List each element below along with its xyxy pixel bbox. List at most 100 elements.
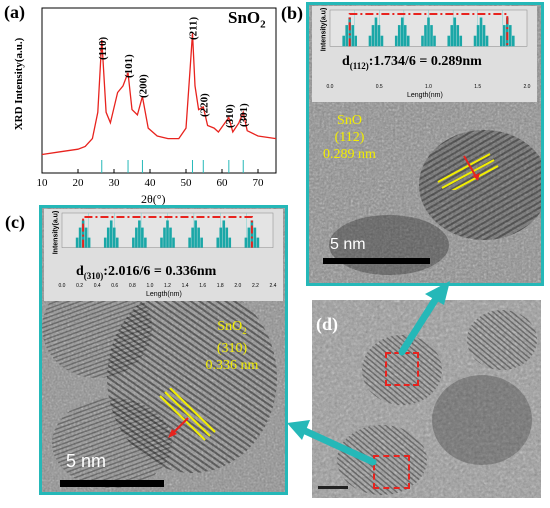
inset-c-bar-3-3	[169, 227, 172, 248]
inset-c-bar-2-3	[141, 227, 144, 248]
inset-c-xtick-1: 0.2	[76, 283, 83, 289]
inset-b-bar-5-0	[473, 35, 477, 47]
inset-c-xtick-3: 0.6	[111, 283, 118, 289]
inset-b-bar-1-4	[380, 35, 384, 47]
d-spacing-c-prefix: d	[76, 264, 84, 279]
inset-c-bar-5-3	[225, 227, 229, 248]
inset-b-bar-2-1	[397, 25, 401, 47]
xrd-xlabel: 2θ(°)	[141, 192, 166, 206]
lattice-line-c-1	[159, 395, 206, 441]
lattice-line-b-3	[451, 165, 499, 190]
inset-b-bar-2-3	[403, 25, 407, 47]
d-spacing-b: d(112):1.734/6 = 0.289nm	[342, 54, 482, 71]
spacing-c: 0.336 nm	[205, 357, 259, 373]
inset-c-bar-5-1	[219, 227, 223, 248]
inset-b-bar-4-3	[456, 25, 460, 47]
inset-b-bar-6-4	[512, 35, 515, 47]
inset-b-bar-4-2	[453, 17, 457, 47]
inset-c-xtick-8: 1.6	[199, 283, 206, 289]
inset-c-bar-3-4	[172, 237, 175, 248]
xrd-peak-label-4: (220)	[198, 93, 210, 117]
phase-name-c: SnO2	[202, 318, 262, 340]
inset-b-bar-1-1	[371, 25, 375, 47]
scale-bar-c	[60, 480, 164, 487]
lattice-line-b-2	[441, 159, 495, 189]
profile-plot-b: 0.0 0.5 1.0 1.5 2.0	[327, 9, 531, 90]
inset-c-bar-5-0	[216, 237, 220, 248]
inset-c-bar-1-2	[109, 220, 113, 248]
inset-b-xtick-1: 0.5	[376, 84, 383, 90]
inset-c-xtick-5: 1.0	[146, 283, 153, 289]
region-box-c	[373, 455, 410, 489]
inset-b-bar-6-0	[500, 35, 503, 47]
inset-c-bar-5-2	[222, 220, 226, 248]
panel-b-frame	[306, 2, 544, 286]
panel-b-label: (b)	[281, 3, 303, 23]
d-spacing-c: d(310):2.016/6 = 0.336nm	[76, 264, 216, 281]
xrd-chart: 10 20 30 40 50 60 70 (110) (101)(200) (211) (220)…	[37, 7, 277, 189]
inset-c-bar-6-3	[253, 227, 257, 248]
inset-b-bar-6-3	[509, 25, 512, 47]
inset-c-bar-0-0	[75, 237, 79, 248]
inset-b-bar-3-2	[427, 17, 430, 47]
inset-c-xlabel: Length(nm)	[146, 291, 182, 298]
scale-label-b: 5 nm	[330, 236, 366, 253]
inset-b-xlabel: Length(nm)	[407, 92, 443, 99]
profile-inset-c: 0.0 0.2 0.4 0.6 0.8 1.0 1.2 1.4 1.6 1.8 2.0 2.2 2.4 …	[44, 209, 283, 301]
inset-b-xtick-0: 0.0	[327, 84, 334, 90]
xrd-xtick-label-6: 70	[253, 177, 265, 189]
phase-name-c-sub: 2	[242, 325, 247, 336]
inset-c-xtick-6: 1.2	[164, 283, 171, 289]
inset-c-bar-4-4	[200, 237, 203, 248]
inset-c-bar-0-4	[87, 237, 91, 248]
inset-b-bar-0-1	[345, 25, 348, 47]
d-spacing-b-prefix: d	[342, 54, 350, 69]
inset-c-bar-4-0	[188, 237, 191, 248]
material-label: SnO2	[228, 8, 266, 30]
xrd-peak-label-2: (200)	[137, 74, 149, 98]
inset-b-bar-5-1	[476, 25, 480, 47]
panel-c-frame	[39, 205, 288, 495]
arrow-d-to-b-head	[425, 281, 450, 305]
inset-c-xtick-9: 1.8	[217, 283, 224, 289]
inset-c-bar-2-2	[138, 220, 141, 248]
inset-b-bar-1-2	[374, 17, 378, 47]
phase-label-b: SnO (112) 0.289 nm	[322, 112, 377, 163]
xrd-xtick-label-1: 20	[73, 177, 85, 189]
inset-c-xtick-2: 0.4	[94, 283, 101, 289]
arrow-d-to-b	[398, 293, 441, 356]
inset-b-bar-1-0	[368, 35, 372, 47]
inset-b-bar-6-1	[503, 25, 506, 47]
inset-b-bar-3-3	[430, 25, 433, 47]
inset-c-bar-1-3	[112, 227, 116, 248]
lattice-line-c-2	[164, 391, 211, 437]
inset-c-bar-0-2	[81, 220, 85, 248]
arrow-d-to-c	[299, 426, 377, 466]
inset-b-bar-4-4	[459, 35, 463, 47]
inset-c-bar-1-0	[103, 237, 107, 248]
inset-c-bar-4-1	[191, 227, 194, 248]
inset-c-bar-1-4	[115, 237, 119, 248]
phase-name-b: SnO	[337, 113, 362, 128]
xrd-peak-label-3: (211)	[187, 16, 199, 40]
inset-b-bar-3-4	[433, 35, 436, 47]
inset-c-bar-6-4	[256, 237, 260, 248]
panel-a-label: (a)	[4, 2, 25, 22]
d-spacing-c-value: :2.016/6 = 0.336nm	[103, 264, 217, 279]
arrow-d-to-c-head	[287, 420, 310, 440]
inset-b-bar-5-4	[485, 35, 489, 47]
d-spacing-c-sub: (310)	[83, 270, 104, 281]
plane-c: (310)	[216, 340, 248, 356]
inset-b-bar-2-4	[406, 35, 410, 47]
lattice-line-c-3	[169, 388, 216, 433]
inset-c-xtick-10: 2.0	[234, 283, 241, 289]
inset-c-bar-0-1	[78, 227, 82, 248]
arrow-head-b	[472, 173, 480, 180]
inset-c-bar-4-2	[194, 220, 197, 248]
xrd-peak-label-1: (101)	[123, 54, 135, 78]
inset-c-bar-1-1	[106, 227, 110, 248]
xrd-xtick-label-5: 60	[217, 177, 229, 189]
inset-b-bar-4-1	[450, 25, 454, 47]
d-spacing-b-value: :1.734/6 = 0.289nm	[368, 54, 482, 69]
